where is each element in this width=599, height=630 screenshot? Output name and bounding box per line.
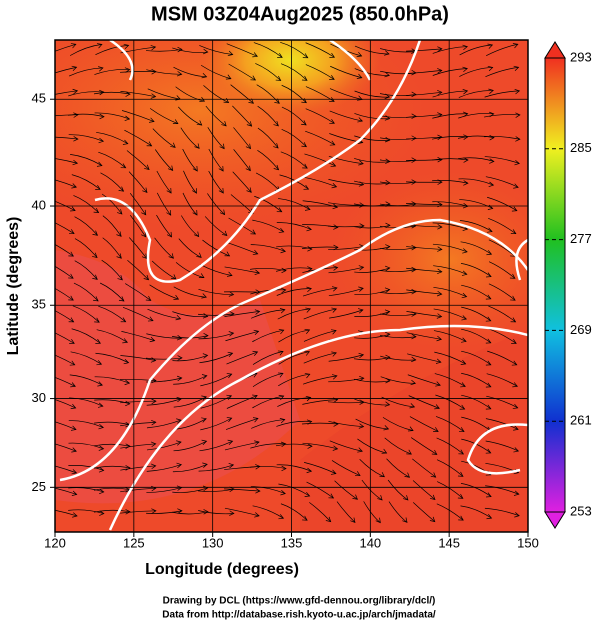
x-tick-label: 135 (281, 535, 303, 550)
colorbar-tick-label: 277 (570, 231, 592, 246)
x-tick-label: 150 (517, 535, 539, 550)
y-axis-label: Latitude (degrees) (5, 217, 22, 356)
footer-line: Data from http://database.rish.kyoto-u.a… (162, 610, 436, 621)
y-tick-label: 35 (32, 297, 46, 312)
x-tick-label: 145 (438, 535, 460, 550)
field-warm (330, 170, 570, 350)
chart-title: MSM 03Z04Aug2025 (850.0hPa) (151, 3, 449, 25)
colorbar-tick-label: 285 (570, 140, 592, 155)
field (0, 0, 570, 532)
footer-line: Drawing by DCL (https://www.gfd-dennou.o… (163, 596, 436, 607)
x-tick-label: 125 (123, 535, 145, 550)
colorbar-tick-label: 269 (570, 322, 592, 337)
colorbar (545, 58, 565, 512)
y-tick-label: 45 (32, 91, 46, 106)
y-tick-label: 40 (32, 197, 46, 212)
y-tick-label: 25 (32, 479, 46, 494)
colorbar-extend-bottom (545, 512, 565, 528)
x-tick-label: 140 (359, 535, 381, 550)
colorbar-tick-label: 293 (570, 49, 592, 64)
x-axis-label: Longitude (degrees) (145, 561, 299, 578)
colorbar-extend-top (545, 42, 565, 58)
x-tick-label: 130 (202, 535, 224, 550)
x-tick-label: 120 (44, 535, 66, 550)
colorbar-tick-label: 261 (570, 413, 592, 428)
y-tick-label: 30 (32, 390, 46, 405)
colorbar-tick-label: 253 (570, 503, 592, 518)
